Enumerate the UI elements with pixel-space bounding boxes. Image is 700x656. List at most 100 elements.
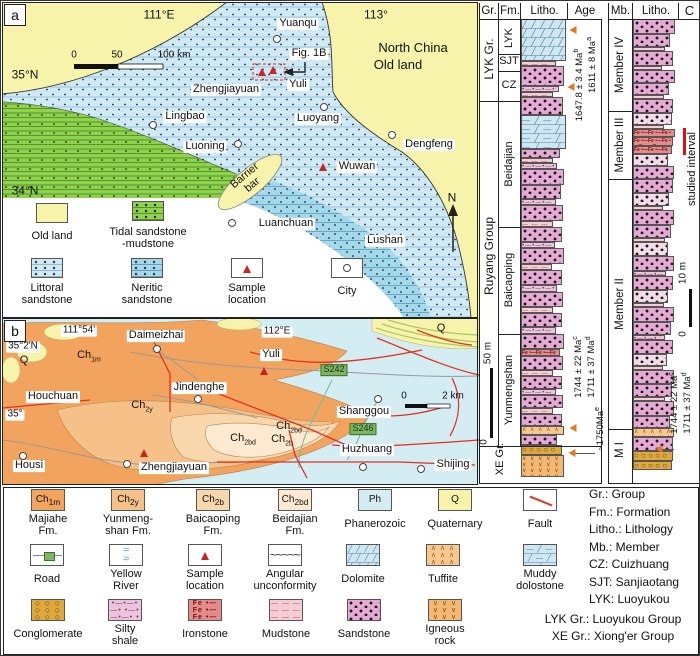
north-arrow-head — [448, 204, 458, 216]
map-a-legend-swatch-littoral — [31, 258, 63, 278]
strat-layer-sandstone — [633, 99, 673, 113]
strat-layer-sandstone2 — [633, 154, 669, 166]
legend-item-label: Conglomerate — [13, 628, 83, 640]
colc-member-divider — [609, 111, 632, 113]
abbrev-group: Gr.: Group — [589, 487, 646, 501]
strat-layer-muddydolostone: — ╱ — ╱ — ╱ — ╱ — ╱ — ╱ — ╱ — ╱ — ╱ — ╱ … — [521, 115, 566, 149]
strat-layer-mudstone: — — — — — — — — — — — — — — — — — — — — … — [633, 206, 663, 210]
map-a-legend-swatch-neritic — [131, 258, 163, 278]
panel-b-letter: b — [4, 320, 26, 342]
strat-layer-siltyshale: •—•—•—• •—•—•—• •—•—•—• •—•—•—• •—•—•—• … — [521, 327, 557, 334]
scale-bar-b-black — [405, 404, 427, 408]
map-a-label: North China — [378, 39, 448, 55]
col1-group-label: Ruyang Group — [482, 216, 496, 296]
panel-a-letter: a — [4, 4, 26, 26]
map-b-label: 2 km — [442, 390, 464, 402]
map-a-legend-label: Sample location — [228, 282, 266, 306]
strat-layer-mudstone: — — — — — — — — — — — — — — — — — — — — … — [633, 238, 665, 242]
map-b-label: 35° — [5, 408, 25, 421]
colc-member-label: Member II — [614, 278, 626, 330]
strat-layer-sandstone — [521, 313, 563, 327]
map-a-label: Luoyang — [294, 112, 342, 125]
sample-triangle-icon — [201, 552, 209, 560]
strat-layer-sandstone — [521, 334, 565, 349]
col1-formation-divider — [498, 54, 521, 56]
colc-age-label: 1744 ± 22 Mac — [667, 372, 681, 434]
map-a-label: 50 — [111, 49, 123, 61]
city-marker — [194, 395, 202, 403]
col1-xe-group-label: XE Gr. — [494, 442, 506, 476]
strat-layer-siltyshale: •—•—•—• •—•—•—• •—•—•—• •—•—•—• •—•—•—• … — [521, 163, 557, 169]
legend-swatch-conglomerate: ○ ○ ○ ○ ○ ○ ○ ○ ○ ○ ○ ○ ○ ○ ○ ○ ○ ○ ○ ○ … — [31, 599, 65, 621]
abbrev-luoyukou-group: LYK Gr.: Luoyukou Group — [544, 612, 682, 626]
col1-header-gr: Gr. — [480, 3, 498, 20]
map-b-label: 112°E — [261, 325, 293, 338]
sample-location-marker — [258, 68, 266, 76]
strat-layer-sandstone — [521, 97, 564, 115]
strat-layer-sandstone — [633, 34, 670, 47]
map-b-label: 111°54' — [60, 324, 98, 337]
city-marker — [359, 463, 367, 471]
strat-layer-mudstone: — — — — — — — — — — — — — — — — — — — — … — [633, 47, 665, 51]
strat-layer-ironstone: Fe •—Fe •—Fe •—Fe •—Fe •—Fe •—Fe •—Fe •—… — [521, 349, 560, 356]
map-b-label: Houchuan — [25, 390, 81, 403]
map-b-label: Ch2y — [131, 399, 153, 414]
superscript: d — [584, 336, 592, 341]
map-b-label: Zhengjiayuan — [138, 461, 210, 474]
col1-formation-divider — [498, 334, 521, 336]
legend-swatch-mudstone: — — — — — — — — — — — — — — — — — — — — … — [269, 599, 303, 621]
strat-layer-siltyshale: •—•—•—• •—•—•—• •—•—•—• •—•—•—• •—•—•—• … — [521, 389, 557, 395]
col1-group-label: LYK Gr. — [482, 38, 496, 80]
map-b-label: Ch2bd — [276, 420, 302, 435]
subscript: 2bd — [294, 497, 309, 507]
legend-item-label: Igneous rock — [425, 623, 465, 647]
map-a-label: 111°E — [143, 7, 175, 22]
map-a-label: 34°N — [11, 183, 39, 198]
strat-layer-sandstone — [521, 414, 562, 426]
city-marker — [19, 452, 27, 460]
legend-swatch-dolomite: ╱ ╱ ╱ ╱ ╱ ╱ ╱ ╱ ╱ ╱ ╱ ╱ ╱ ╱ ╱ ╱ ╱ ╱ ╱ ╱ … — [346, 544, 380, 566]
map-a-label: N — [447, 190, 457, 205]
col1-scale-zero: 0 — [478, 439, 490, 445]
road-number-badge: S242 — [320, 364, 348, 376]
city-marker — [417, 465, 425, 473]
quaternary-blob — [216, 318, 262, 331]
sample-triangle-icon — [243, 264, 251, 273]
strat-layer-sandstone2 — [633, 193, 670, 206]
legend-swatch-text: Ch2b — [201, 494, 225, 507]
legend-white-area — [2, 198, 404, 318]
road-number-icon — [44, 552, 55, 561]
col1-formation-label: Beidajian — [503, 141, 515, 187]
strat-layer-ironstone: Fe •—Fe •—Fe •—Fe •—Fe •—Fe •—Fe •—Fe •—… — [633, 146, 672, 154]
strat-layer-mudstone: — — — — — — — — — — — — — — — — — — — — … — [521, 92, 554, 97]
map-a-label: Yuli — [287, 78, 309, 91]
legend-item-label: Quaternary — [427, 518, 483, 530]
legend-swatch-tuffite: ∧ ∧ ∧ ∧ ∧ ∧ ∧ ∧ ∧ ∧ ∧ ∧ ∧ ∧ ∧ ∧ ∧ ∧ ∧ ∧ … — [426, 544, 460, 566]
strat-layer-siltyshale: •—•—•—• •—•—•—• •—•—•—• •—•—•—• •—•—•—• … — [633, 271, 666, 276]
map-b-label: Shanggou — [336, 405, 392, 418]
abbrev-cuizhuang: CZ: Cuizhuang — [589, 557, 670, 571]
map-b-label: Q — [436, 322, 446, 335]
panel-b-map — [2, 318, 479, 485]
map-a-label: Wuwan — [336, 160, 378, 173]
col1-fm-litho-divider — [520, 19, 522, 446]
superscript: b — [572, 48, 580, 53]
strat-layer-siltyshale: •—•—•—• •—•—•—• •—•—•—• •—•—•—• •—•—•—• … — [521, 285, 557, 292]
city-marker — [123, 460, 131, 468]
city-circle-icon — [343, 264, 351, 272]
map-a-legend-label: Neritic sandstone — [121, 282, 173, 306]
strat-layer-sandstone — [633, 384, 672, 397]
legend-swatch-ironstone: Fe •—Fe •—Fe •—Fe •—Fe •—Fe •—Fe •—Fe •—… — [188, 599, 222, 621]
strat-layer-sandstone — [521, 248, 565, 264]
map-a-label: 100 km — [157, 49, 191, 61]
map-a-label: 113° — [364, 7, 388, 22]
panel-a-map — [2, 2, 479, 318]
superscript: d — [680, 372, 688, 377]
col1-scale-bar — [490, 368, 493, 438]
age-pointer-icon — [564, 83, 575, 91]
col1-header-age: Age — [567, 3, 602, 20]
strat-layer-sandstone — [521, 205, 564, 221]
superscript: e — [593, 407, 601, 412]
studied-interval-label: studied interval — [686, 132, 698, 206]
